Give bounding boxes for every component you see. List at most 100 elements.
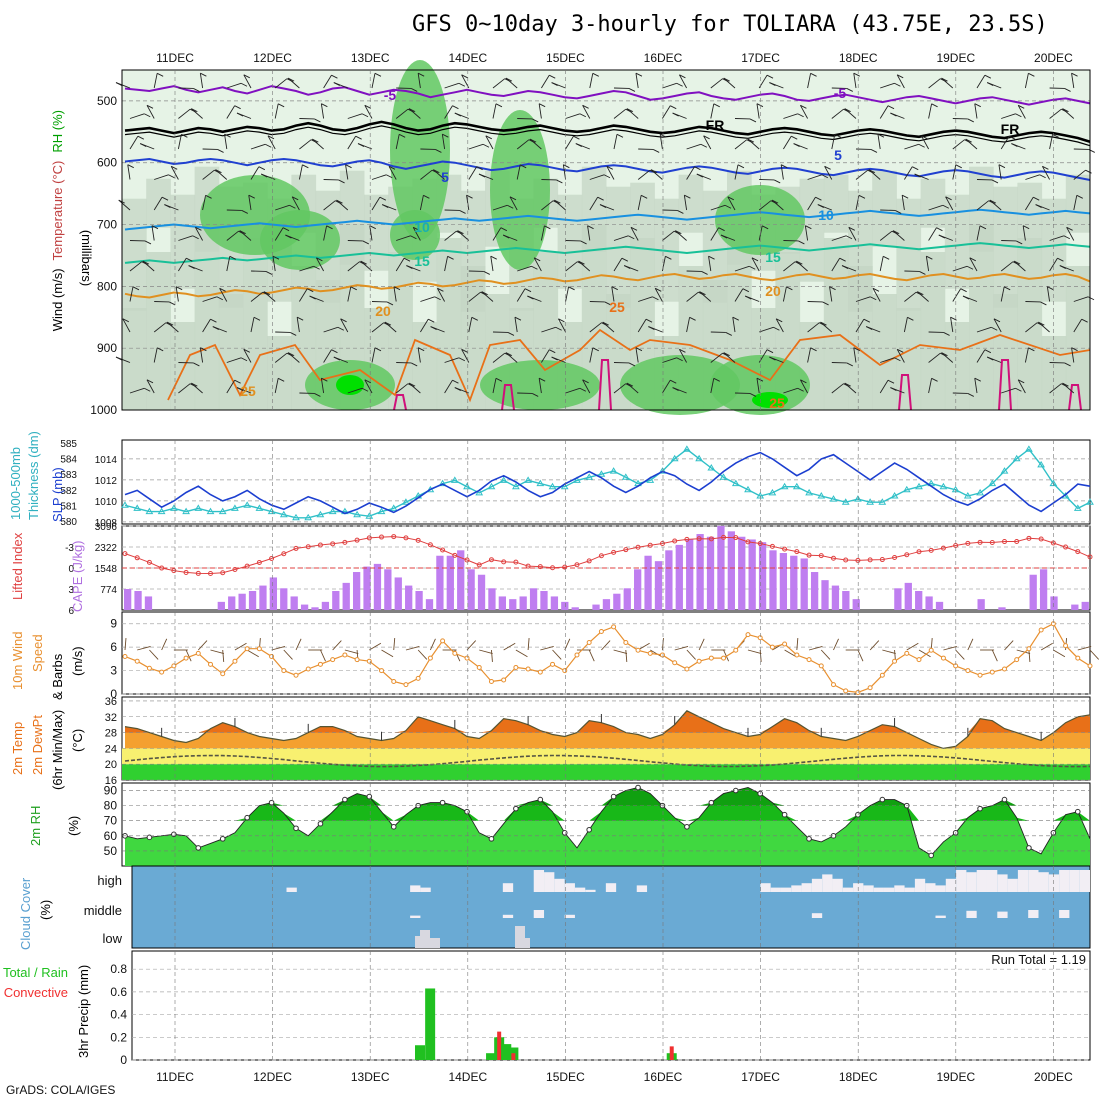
wind-barb-flag [897, 348, 904, 353]
wind-barb-flag [919, 271, 926, 275]
wind-barb-flag [769, 356, 776, 361]
wind-barb [679, 74, 687, 89]
lifted-marker [830, 555, 836, 561]
wind-speed-marker [586, 639, 592, 645]
wind-barb [129, 113, 145, 119]
wind-barb [226, 379, 236, 394]
wind-barb [1022, 225, 1026, 241]
wind-barb-flag [263, 291, 271, 296]
wind-barb [710, 103, 715, 119]
wind-barb-flag [568, 286, 575, 291]
thickness-marker [902, 485, 911, 493]
upper-y-label: Wind (m/s) Temperature (°C) RH (%) [50, 110, 65, 331]
wind-barb [364, 105, 373, 119]
wind-barb-flag [156, 72, 164, 77]
wind-barb [565, 261, 578, 272]
wind-barb-flag [984, 74, 992, 79]
wind-barb [347, 261, 360, 272]
wind-barb-flag [471, 316, 478, 321]
wind-barb-flag [821, 174, 829, 179]
lifted-marker [794, 549, 800, 555]
wind-barb-flag [960, 288, 967, 293]
cloud-high-block [1028, 870, 1039, 892]
rh-marker [488, 836, 495, 842]
lifted-tick-label: 3 [68, 585, 74, 596]
wind-barb [485, 135, 494, 150]
top-date-label: 17DEC [741, 51, 780, 65]
cape-bar [394, 577, 402, 610]
pressure-tick-label: 700 [97, 218, 117, 232]
cloud-high-block [780, 887, 792, 892]
pressure-tick-label: 900 [97, 341, 117, 355]
wind-barb-flag [800, 379, 807, 384]
thickness-marker [243, 501, 252, 508]
rh-marker [439, 799, 446, 806]
surface-wind-barb [674, 646, 689, 651]
temp-tick-label: 36 [105, 696, 117, 708]
cape-bar [1050, 596, 1058, 610]
wind-barb-flag [650, 169, 658, 174]
wind-barb [320, 103, 325, 119]
wind-barb [274, 352, 288, 363]
wind-barb-flag [277, 377, 285, 382]
thickness-marker [267, 507, 276, 515]
wind-barb [492, 204, 508, 211]
wind-barb-flag [894, 210, 902, 214]
lifted-marker [1026, 535, 1032, 541]
surface-wind-barb [393, 637, 396, 651]
cape-bar [238, 593, 246, 610]
wind-barb-flag [858, 194, 866, 199]
wind-barb [274, 78, 288, 89]
wind-barb-flag [340, 318, 347, 323]
wind-barb-flag [624, 265, 631, 269]
wind-barb [879, 105, 889, 119]
wind-barb-flag [648, 326, 655, 330]
rh-marker [342, 796, 348, 803]
cloud-mid-block [410, 915, 421, 918]
wind-barb [734, 265, 750, 272]
surface-wind-barb [1077, 646, 1092, 651]
wind-speed-marker [769, 644, 775, 650]
cape-bar [467, 569, 475, 610]
wind-barb [659, 134, 663, 150]
surface-wind-barb [1040, 642, 1053, 651]
wind-speed-marker [525, 666, 531, 672]
wind-barb-flag [969, 257, 977, 262]
isotherm-line [124, 208, 1091, 231]
isotherm-30-line [598, 359, 612, 411]
wind-barb-flag [602, 321, 609, 326]
wind-barb-flag [1003, 286, 1011, 291]
wind-barb [540, 225, 545, 241]
cape-bar [550, 596, 559, 610]
wind-axis-label: Speed [30, 634, 45, 672]
cape-bar [592, 604, 600, 610]
wind-barb-flag [253, 316, 261, 321]
wind-barb-flag [931, 103, 938, 108]
cape-bar [977, 599, 985, 610]
lifted-marker [415, 537, 421, 543]
wind-barb [1024, 73, 1029, 89]
wind-barb [299, 265, 314, 272]
precip-convective-label: Convective [4, 985, 68, 1000]
rh-band-mid [920, 178, 946, 228]
rh-marker [513, 805, 519, 812]
wind-barb-flag [761, 225, 769, 230]
wind-barb-flag [786, 286, 793, 291]
wind-barb [323, 326, 338, 333]
cape-bar [894, 588, 902, 610]
isotherm-line [124, 125, 1091, 147]
cape-bar [665, 550, 673, 610]
wind-barb [637, 318, 647, 333]
wind-barb [921, 135, 929, 150]
wind-barb-flag [289, 332, 297, 336]
cape-bar [842, 591, 850, 610]
lifted-marker [879, 557, 885, 563]
wind-barb-flag [519, 164, 527, 169]
rh-band-mid [170, 194, 196, 289]
wind-barb [796, 260, 808, 272]
wind-barb [170, 166, 179, 180]
wind-barb-flag [193, 362, 200, 367]
cloud-mid-block [935, 915, 946, 918]
wind-barb [974, 378, 978, 394]
